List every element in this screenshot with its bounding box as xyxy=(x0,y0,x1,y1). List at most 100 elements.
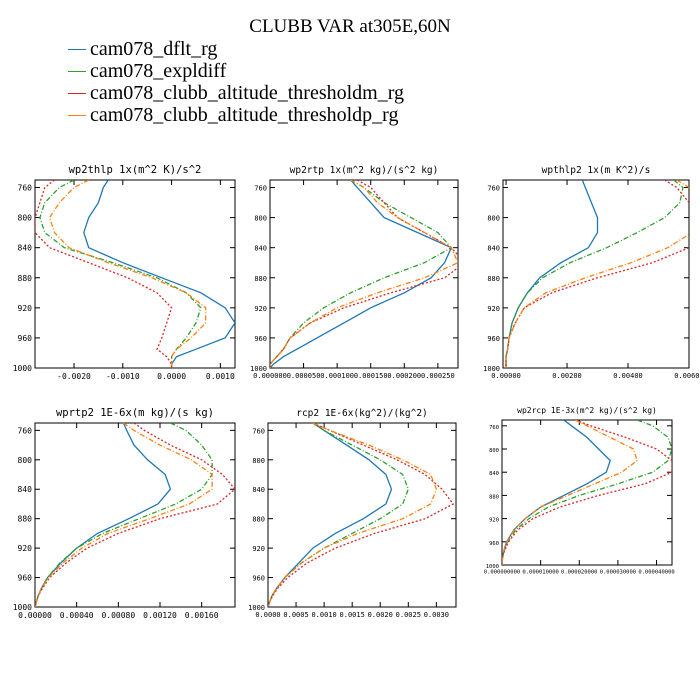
series-line-4 xyxy=(48,180,207,368)
y-tick-label: 840 xyxy=(252,486,265,494)
x-tick-label: 0.0025 xyxy=(396,611,421,619)
y-tick-label: 800 xyxy=(487,215,500,223)
y-tick-label: 960 xyxy=(489,541,499,547)
x-tick-label: 0.000050 xyxy=(287,372,321,380)
x-tick-label: 0.000040000 xyxy=(638,570,674,576)
panel-title: wp2thlp 1x(m^2 K)/s^2 xyxy=(69,164,202,176)
panel-title: rcp2 1E-6x(kg^2)/(kg^2) xyxy=(296,408,428,419)
x-tick-label: 0.0020 xyxy=(368,611,393,619)
y-tick-label: 760 xyxy=(254,185,267,193)
legend-label-dflt: cam078_dflt_rg xyxy=(90,38,218,60)
series-line-1 xyxy=(83,180,235,368)
x-tick-label: 0.000020000 xyxy=(561,570,597,576)
y-tick-label: 880 xyxy=(489,494,499,500)
y-tick-label: 760 xyxy=(252,427,265,435)
y-tick-label: 960 xyxy=(252,575,265,583)
series-line-1 xyxy=(505,180,599,368)
x-tick-label: 0.0010 xyxy=(206,372,235,381)
legend-label-thresholdm: cam078_clubb_altitude_thresholdm_rg xyxy=(90,82,405,104)
series-line-2 xyxy=(502,420,672,565)
figure-title: CLUBB VAR at305E,60N xyxy=(249,16,451,37)
y-tick-label: 880 xyxy=(18,274,33,283)
series-line-4 xyxy=(502,420,638,565)
y-tick-label: 760 xyxy=(487,185,500,193)
x-tick-label: 0.0000 xyxy=(157,372,186,381)
x-tick-label: -0.0020 xyxy=(57,372,91,381)
panel-title: wp2rtp 1x(m^2 kg)/(s^2 kg) xyxy=(290,165,439,176)
x-tick-label: 0.0015 xyxy=(340,611,365,619)
legend-line-dflt xyxy=(68,49,86,50)
series-line-3 xyxy=(502,420,672,565)
y-tick-label: 960 xyxy=(18,574,33,583)
y-tick-label: 1000 xyxy=(483,365,500,373)
x-tick-label: 0.0005 xyxy=(283,611,308,619)
series-line-2 xyxy=(35,423,213,607)
plot-frame xyxy=(34,179,236,369)
y-tick-label: 920 xyxy=(487,305,500,313)
x-tick-label: 0.00120 xyxy=(143,611,177,620)
legend-line-thresholdm xyxy=(68,93,86,94)
y-tick-label: 1000 xyxy=(486,564,499,570)
panel-title: wpthlp2 1x(m K^2)/s xyxy=(542,165,651,176)
y-tick-label: 1000 xyxy=(248,604,265,612)
x-tick-label: -0.0010 xyxy=(106,372,140,381)
x-tick-label: 0.000100 xyxy=(320,372,354,380)
y-tick-label: 1000 xyxy=(13,603,32,612)
series-line-4 xyxy=(35,423,213,607)
legend-line-thresholdp xyxy=(68,115,86,116)
x-tick-label: 0.00400 xyxy=(613,372,643,380)
y-tick-label: 760 xyxy=(489,425,499,431)
panel-title: wp2rcp 1E-3x(m^2 kg)/(s^2 kg) xyxy=(517,406,657,415)
x-tick-label: 0.000010000 xyxy=(522,570,558,576)
y-tick-label: 760 xyxy=(18,184,33,193)
series-line-1 xyxy=(270,180,453,368)
y-tick-label: 920 xyxy=(18,304,33,313)
y-tick-label: 800 xyxy=(18,214,33,223)
x-tick-label: 0.000250 xyxy=(421,372,455,380)
y-tick-label: 1000 xyxy=(250,365,267,373)
x-tick-label: 0.00200 xyxy=(552,372,582,380)
x-tick-label: 0.0000 xyxy=(255,611,280,619)
series-line-3 xyxy=(270,180,458,368)
legend-label-thresholdp: cam078_clubb_altitude_thresholdp_rg xyxy=(90,104,399,126)
series-line-2 xyxy=(39,180,202,368)
y-tick-label: 880 xyxy=(254,275,267,283)
y-tick-label: 920 xyxy=(254,305,267,313)
y-tick-label: 800 xyxy=(489,448,499,454)
y-tick-label: 840 xyxy=(489,471,499,477)
y-tick-label: 920 xyxy=(18,544,33,553)
x-tick-label: 0.0010 xyxy=(311,611,336,619)
x-tick-label: 0.00160 xyxy=(185,611,219,620)
series-line-4 xyxy=(268,423,438,607)
chart-panel-6: wp2rcp 1E-3x(m^2 kg)/(s^2 kg) 760 800 840 88… xyxy=(484,406,675,576)
x-tick-label: 0.0030 xyxy=(424,611,449,619)
y-tick-label: 920 xyxy=(252,545,265,553)
x-tick-label: 0.000200 xyxy=(387,372,421,380)
series-line-2 xyxy=(505,180,684,368)
series-line-1 xyxy=(502,420,611,565)
y-tick-label: 800 xyxy=(254,215,267,223)
chart-panel-2: wp2rtp 1x(m^2 kg)/(s^2 kg) 760 800 840 880 92… xyxy=(250,165,459,380)
chart-panel-5: rcp2 1E-6x(kg^2)/(kg^2) 760 800 840 880 920 96… xyxy=(248,408,457,619)
x-tick-label: 0.00000 xyxy=(491,372,521,380)
y-tick-label: 880 xyxy=(18,515,33,524)
series-line-3 xyxy=(35,180,173,368)
x-tick-label: 0.00600 xyxy=(674,372,700,380)
x-tick-label: 0.00040 xyxy=(60,611,94,620)
y-tick-label: 880 xyxy=(487,275,500,283)
series-line-2 xyxy=(270,180,453,368)
plot-frame xyxy=(267,422,457,608)
y-tick-label: 880 xyxy=(252,516,265,524)
y-tick-label: 840 xyxy=(18,244,33,253)
chart-panel-1: wp2thlp 1x(m^2 K)/s^2 760 800 840 880 920 960 1… xyxy=(13,164,236,381)
x-tick-label: 0.000000000 xyxy=(484,570,520,576)
chart-panel-4: wprtp2 1E-6x(m kg)/(s kg) 760 800 840 880 920… xyxy=(13,407,236,620)
y-tick-label: 840 xyxy=(18,485,33,494)
panel-title: wprtp2 1E-6x(m kg)/(s kg) xyxy=(56,407,214,419)
chart-panel-3: wpthlp2 1x(m K^2)/s 760 800 840 880 920 960 100… xyxy=(483,165,700,380)
y-tick-label: 960 xyxy=(254,335,267,343)
series-line-4 xyxy=(505,180,689,368)
series-line-2 xyxy=(268,423,409,607)
series-line-4 xyxy=(270,180,458,368)
